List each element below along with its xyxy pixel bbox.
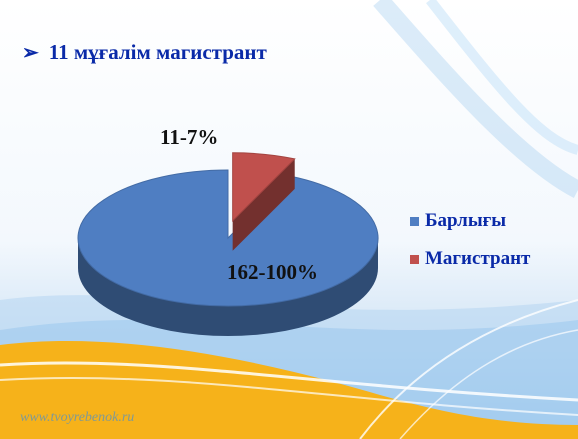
slide-heading: ➢ 11 мұғалім магистрант bbox=[22, 40, 267, 65]
legend-item-master: Магистрант bbox=[410, 248, 530, 270]
legend-label-master: Магистрант bbox=[425, 248, 531, 269]
legend-item-total: Барлығы bbox=[410, 210, 530, 232]
chart-legend: Барлығы Магистрант bbox=[410, 210, 530, 286]
pie-slice-master bbox=[232, 152, 296, 223]
pie-slice-total bbox=[77, 169, 379, 307]
legend-swatch-total bbox=[410, 216, 419, 226]
legend-label-total: Барлығы bbox=[425, 210, 507, 231]
data-label-total: 162-100% bbox=[227, 260, 318, 284]
arrow-bullet-icon: ➢ bbox=[22, 42, 39, 64]
legend-swatch-master bbox=[410, 254, 419, 264]
heading-text: 11 мұғалім магистрант bbox=[48, 40, 267, 64]
pie-slice-master-side bbox=[232, 158, 295, 251]
watermark-text: www.tvoyrebenok.ru bbox=[20, 410, 135, 425]
data-label-master: 11-7% bbox=[160, 125, 219, 149]
pie-slice-total-side bbox=[78, 238, 378, 336]
